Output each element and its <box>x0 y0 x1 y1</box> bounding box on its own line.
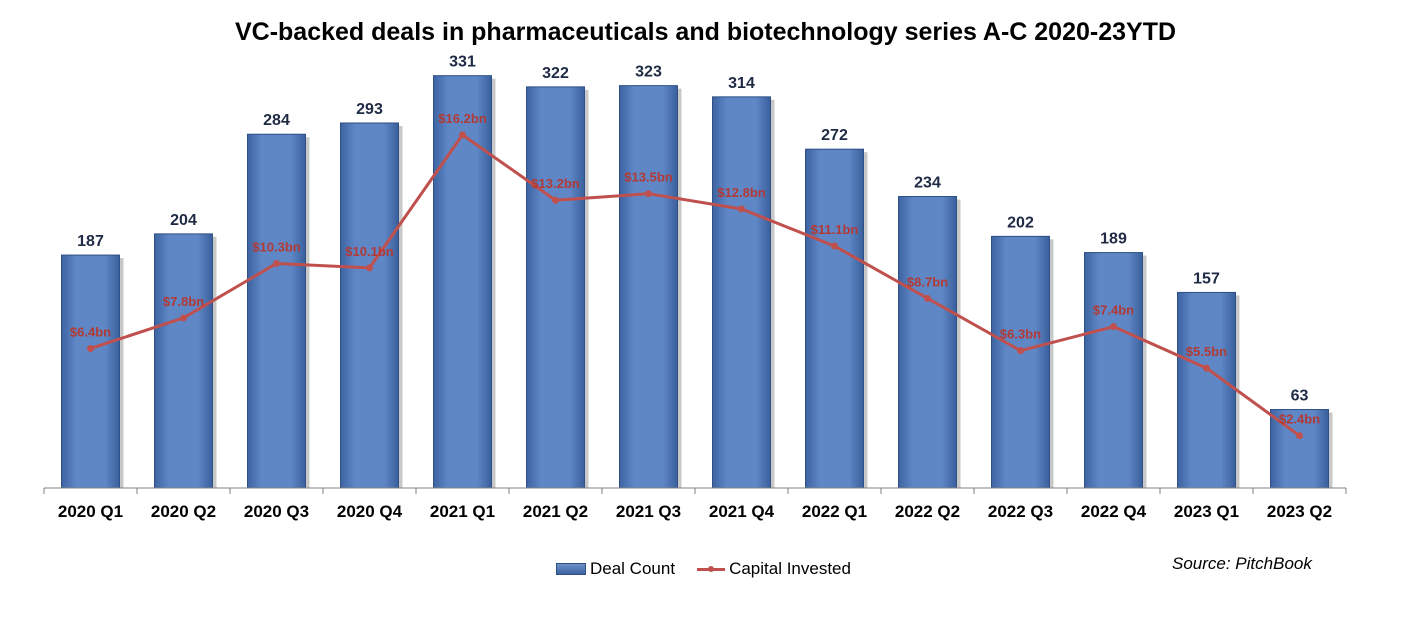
bar <box>1084 252 1143 489</box>
line-point <box>552 196 559 204</box>
bar <box>991 235 1050 489</box>
line-point <box>273 259 280 267</box>
x-tick-label: 2020 Q3 <box>244 502 309 521</box>
line-series <box>87 131 1303 440</box>
legend-line-swatch <box>697 564 726 574</box>
x-tick-label: 2021 Q1 <box>430 502 495 521</box>
bar-data-label: 187 <box>77 233 104 250</box>
line-point <box>87 344 94 352</box>
bar <box>619 85 678 489</box>
line-data-label: $7.8bn <box>163 294 204 309</box>
line-point <box>1110 323 1117 331</box>
line-data-label: $11.1bn <box>811 222 859 237</box>
line-point <box>645 190 652 198</box>
bar <box>898 196 957 489</box>
bar-data-label: 189 <box>1100 231 1127 248</box>
legend-item-deal-count: Deal Count <box>556 559 675 579</box>
line-value-labels: $6.4bn $7.8bn $10.3bn $10.1bn $16.2bn $13.2bn… <box>70 111 1320 427</box>
x-tick-label: 2021 Q3 <box>616 502 681 521</box>
line-data-label: $6.3bn <box>1000 327 1041 342</box>
legend-item-capital-invested: Capital Invested <box>697 559 851 579</box>
x-tick-label: 2023 Q1 <box>1174 502 1239 521</box>
line-point <box>1017 347 1024 355</box>
x-ticks: 2020 Q1 2020 Q2 2020 Q3 2020 Q4 2021 Q1 2021 … <box>43 488 1347 521</box>
line-data-label: $7.4bn <box>1093 303 1134 318</box>
bar-data-label: 322 <box>542 65 569 82</box>
line-point <box>459 131 466 139</box>
bar <box>712 96 771 489</box>
line-data-label: $13.5bn <box>624 170 672 185</box>
x-tick-label: 2022 Q1 <box>802 502 867 521</box>
chart-title: VC-backed deals in pharmaceuticals and b… <box>234 18 1177 46</box>
line-data-label: $16.2bn <box>438 111 486 126</box>
capital-invested-line <box>90 133 1301 437</box>
bar-data-label: 323 <box>635 64 662 81</box>
line-data-label: $5.5bn <box>1186 344 1227 359</box>
bar <box>61 254 120 489</box>
bar <box>805 148 864 489</box>
legend-label-capital-invested: Capital Invested <box>729 559 851 578</box>
bar-data-label: 284 <box>263 112 290 129</box>
line-point <box>738 205 745 213</box>
bar <box>1177 291 1236 489</box>
bar <box>433 75 492 489</box>
bar <box>340 122 399 489</box>
line-data-label: $13.2bn <box>531 176 579 191</box>
bar-value-labels: 187 204 284 293 331 322 323 314 272 234 202 189 157 6… <box>77 54 1308 405</box>
line-data-label: $8.7bn <box>907 274 948 289</box>
bar-data-label: 293 <box>356 101 383 118</box>
line-point <box>180 314 187 322</box>
line-data-label: $10.1bn <box>345 244 393 259</box>
bar-data-label: 157 <box>1193 270 1220 287</box>
line-data-label: $2.4bn <box>1279 412 1320 427</box>
x-tick-label: 2022 Q4 <box>1081 502 1147 521</box>
bar-data-label: 204 <box>170 212 197 229</box>
x-tick-label: 2020 Q2 <box>151 502 216 521</box>
line-point <box>366 264 373 272</box>
line-point <box>924 294 931 302</box>
bar <box>154 233 213 489</box>
bar-data-label: 234 <box>914 175 941 192</box>
x-tick-label: 2022 Q3 <box>988 502 1053 521</box>
bar-data-label: 63 <box>1291 388 1309 405</box>
x-tick-label: 2023 Q2 <box>1267 502 1332 521</box>
legend-label-deal-count: Deal Count <box>590 559 676 578</box>
bar-series <box>61 75 1333 489</box>
bar-data-label: 272 <box>821 127 848 144</box>
line-data-label: $10.3bn <box>252 239 300 254</box>
x-tick-label: 2021 Q2 <box>523 502 588 521</box>
legend: Deal Count Capital Invested <box>556 559 873 579</box>
x-tick-label: 2020 Q1 <box>58 502 123 521</box>
source-note: Source: PitchBook <box>1172 554 1312 573</box>
bar-data-label: 331 <box>449 54 476 71</box>
bar <box>526 86 585 489</box>
bar-data-label: 314 <box>728 75 755 92</box>
bar-data-label: 202 <box>1007 214 1034 231</box>
legend-bar-swatch <box>556 563 586 575</box>
x-tick-label: 2021 Q4 <box>709 502 775 521</box>
bar <box>247 133 306 489</box>
line-point <box>831 242 838 250</box>
line-data-label: $12.8bn <box>717 185 765 200</box>
line-data-label: $6.4bn <box>70 324 111 339</box>
line-point <box>1203 364 1210 372</box>
line-point <box>1296 432 1303 440</box>
x-tick-label: 2020 Q4 <box>337 502 403 521</box>
x-tick-label: 2022 Q2 <box>895 502 960 521</box>
